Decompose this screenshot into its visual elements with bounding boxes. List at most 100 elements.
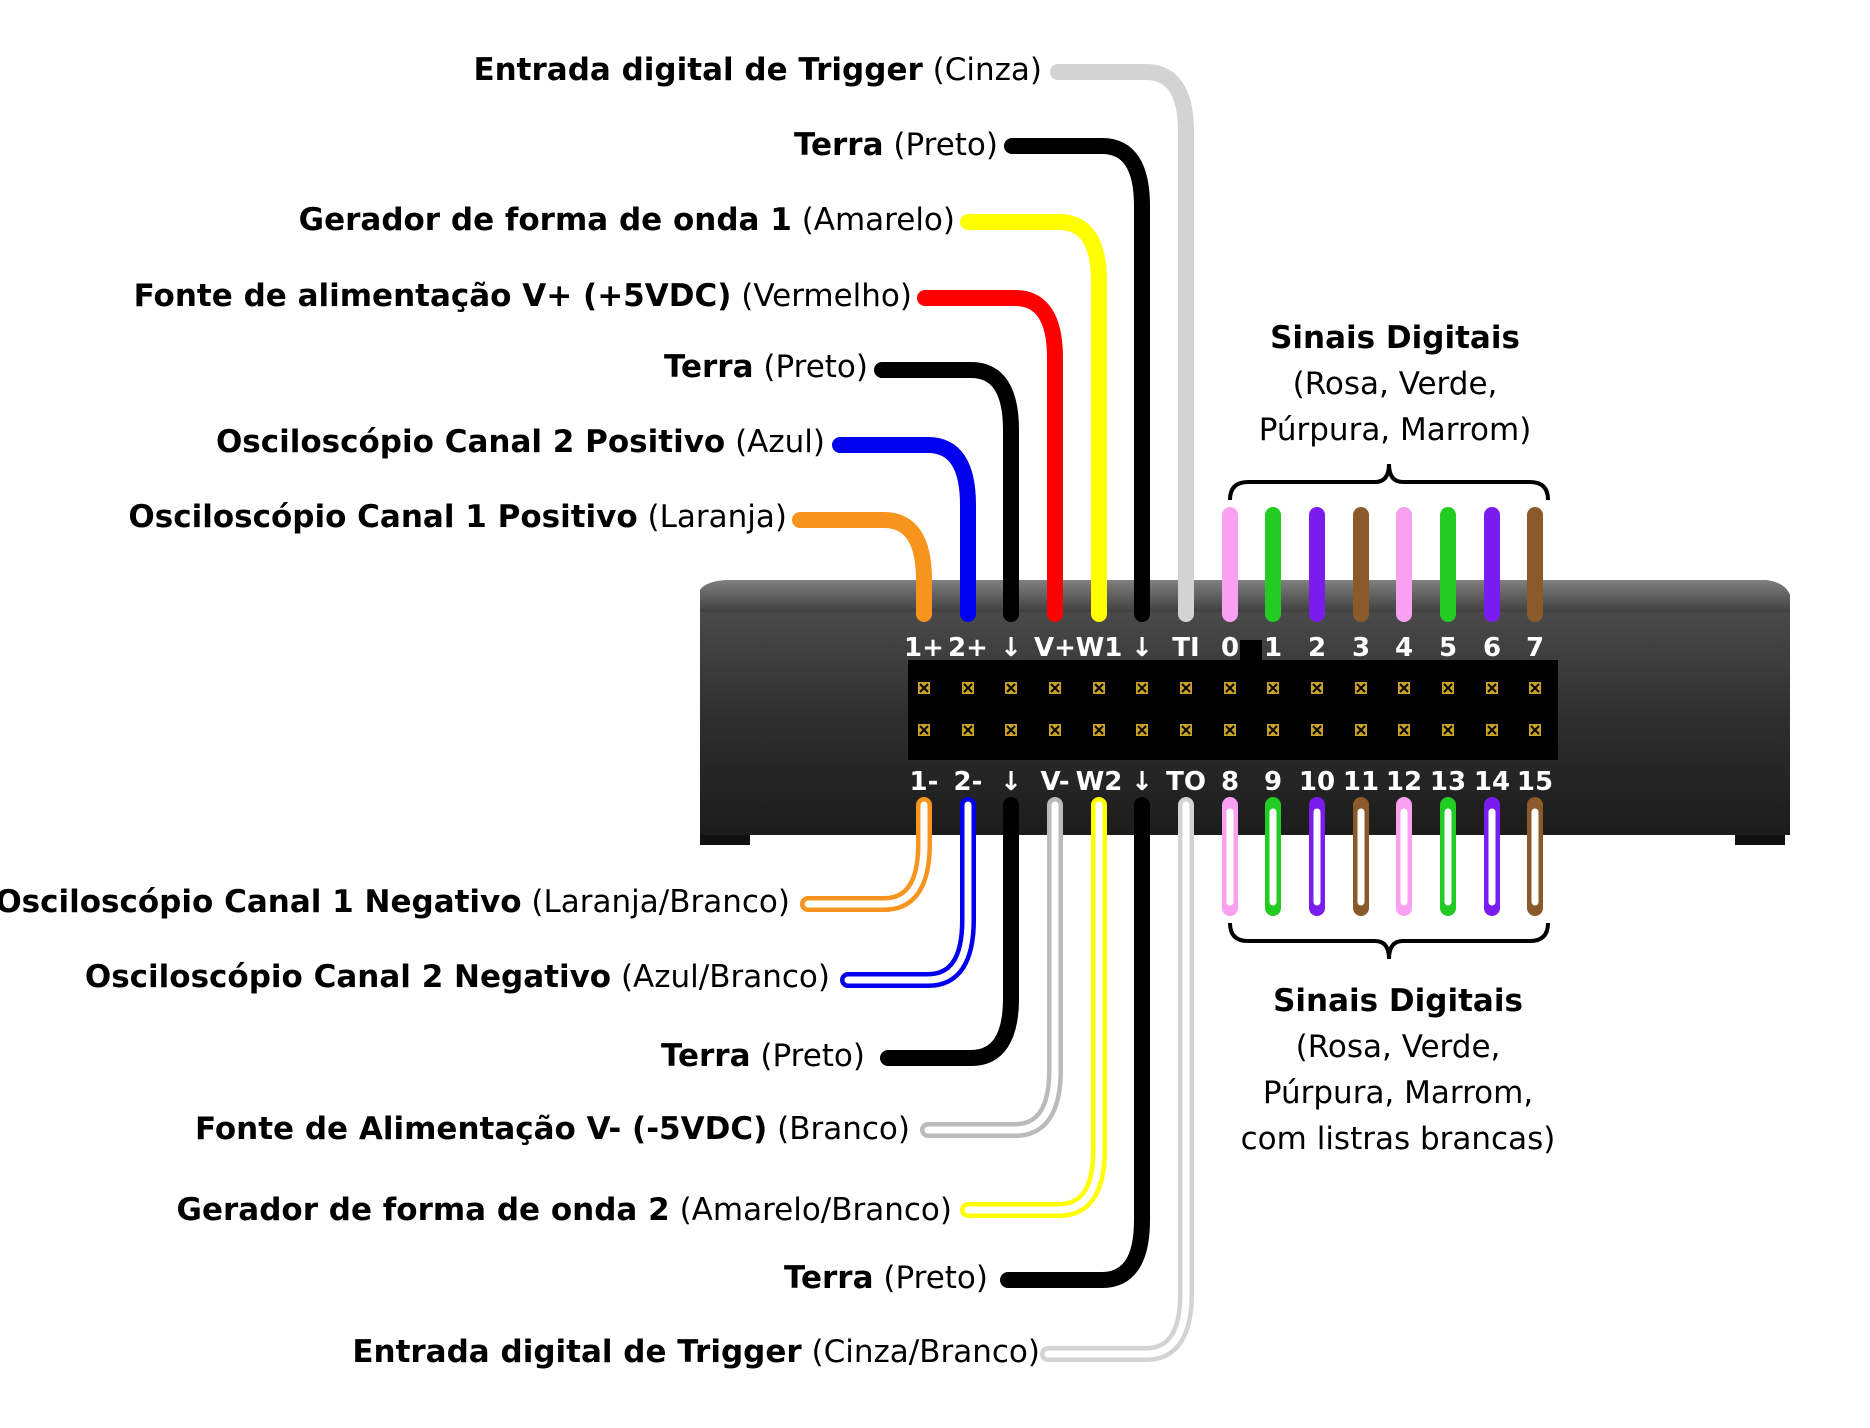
pin-label-bottom: W2 bbox=[1076, 767, 1123, 797]
pin-label-bottom: ↓ bbox=[1131, 767, 1153, 797]
wire-label: Osciloscópio Canal 2 Negativo (Azul/Bran… bbox=[85, 959, 830, 995]
pin-contact-mark bbox=[1006, 725, 1016, 735]
pin-contact-mark bbox=[919, 725, 929, 735]
pin-contact-mark bbox=[1268, 683, 1278, 693]
pin-contact-mark bbox=[1268, 725, 1278, 735]
digital-signals-bottom-caption: Sinais Digitais (Rosa, Verde, Púrpura, M… bbox=[1241, 983, 1556, 1157]
pin-label-bottom: 8 bbox=[1221, 767, 1239, 797]
wire-label: Osciloscópio Canal 1 Negativo (Laranja/B… bbox=[0, 884, 790, 920]
pin-contact-mark bbox=[1225, 683, 1235, 693]
wire-bottom-stripe bbox=[844, 801, 972, 984]
pin-contact-mark bbox=[919, 683, 929, 693]
wire-bottom-yellow bbox=[960, 797, 1107, 1218]
wire-label: Terra (Preto) bbox=[664, 349, 868, 385]
digital-title: Sinais Digitais bbox=[1270, 320, 1520, 356]
digital-title: Sinais Digitais bbox=[1273, 983, 1523, 1019]
pin-contact-mark bbox=[1443, 725, 1453, 735]
pin-label-bottom: 1- bbox=[910, 767, 939, 797]
digital-group-brackets bbox=[1228, 463, 1550, 960]
pin-header-block bbox=[908, 660, 1558, 760]
digital-caption-line: com listras brancas) bbox=[1241, 1121, 1556, 1157]
pin-contact-mark bbox=[1094, 683, 1104, 693]
pin-label-top: 2 bbox=[1308, 633, 1326, 663]
wire-bottom-stripe bbox=[924, 801, 1059, 1134]
pin-label-bottom: ↓ bbox=[1000, 767, 1022, 797]
pin-label-top: W1 bbox=[1076, 633, 1123, 663]
pin-contact-mark bbox=[1225, 725, 1235, 735]
pin-label-top: 6 bbox=[1483, 633, 1501, 663]
pin-label-top: 7 bbox=[1526, 633, 1544, 663]
pin-contact-mark bbox=[963, 725, 973, 735]
wire-label: Terra (Preto) bbox=[784, 1260, 988, 1296]
pin-contact-mark bbox=[1487, 725, 1497, 735]
wire-label: Osciloscópio Canal 1 Positivo (Laranja) bbox=[128, 499, 787, 535]
wire-label: Entrada digital de Trigger (Cinza) bbox=[473, 52, 1042, 88]
pin-label-bottom: V- bbox=[1040, 767, 1069, 797]
wire-top-black bbox=[1004, 138, 1150, 622]
pin-labels: 1+ 2+ ↓ V+ W1 ↓ TI 0 1 2 3 4 5 6 71- 2- ↓ V- W2 ↓ TO 8 9 10 11 12… bbox=[904, 633, 1553, 797]
digital-caption-line: Púrpura, Marrom, bbox=[1263, 1075, 1533, 1111]
pin-contact-mark bbox=[1181, 683, 1191, 693]
brace-top bbox=[1228, 463, 1550, 501]
pin-label-bottom: 10 bbox=[1299, 767, 1335, 797]
wire-top-blue bbox=[832, 437, 976, 622]
pin-label-top: V+ bbox=[1034, 633, 1076, 663]
wire-label: Osciloscópio Canal 2 Positivo (Azul) bbox=[216, 424, 825, 460]
wire-top-orange bbox=[792, 512, 932, 622]
digital-caption-line: Púrpura, Marrom) bbox=[1259, 412, 1532, 448]
pin-contact-mark bbox=[963, 683, 973, 693]
pin-label-top: 5 bbox=[1439, 633, 1457, 663]
pin-contact-mark bbox=[1399, 683, 1409, 693]
pin-label-top: 2+ bbox=[948, 633, 988, 663]
wire-bottom-stripe bbox=[1044, 801, 1190, 1358]
pin-label-bottom: 12 bbox=[1386, 767, 1422, 797]
pin-contact-mark bbox=[1356, 725, 1366, 735]
wire-top-gray bbox=[1050, 64, 1194, 622]
wire-bottom-stripe bbox=[964, 801, 1103, 1214]
pin-contact-mark bbox=[1006, 683, 1016, 693]
wire-bottom-black bbox=[1000, 797, 1150, 1288]
pin-label-bottom: TO bbox=[1166, 767, 1206, 797]
pin-label-top: 3 bbox=[1352, 633, 1370, 663]
pin-contact-mark bbox=[1181, 725, 1191, 735]
pin-contact-mark bbox=[1137, 683, 1147, 693]
pin-contact-mark bbox=[1312, 725, 1322, 735]
wire-bottom-stripe bbox=[804, 801, 928, 908]
pin-contact-mark bbox=[1443, 683, 1453, 693]
digital-caption-line: (Rosa, Verde, bbox=[1293, 366, 1498, 402]
wire-label: Terra (Preto) bbox=[661, 1038, 865, 1074]
pin-contact-mark bbox=[1530, 725, 1540, 735]
pin-header bbox=[908, 640, 1558, 760]
pin-contact-mark bbox=[1356, 683, 1366, 693]
top-wire-labels: Entrada digital de Trigger (Cinza) Terra… bbox=[128, 52, 1042, 535]
pin-contact-mark bbox=[1530, 683, 1540, 693]
wire-top-yellow bbox=[960, 214, 1107, 622]
wire-harness bbox=[792, 64, 1543, 1362]
pin-contact-mark bbox=[1312, 683, 1322, 693]
pin-contact-mark bbox=[1487, 683, 1497, 693]
pin-label-bottom: 13 bbox=[1430, 767, 1466, 797]
pin-label-top: ↓ bbox=[1000, 633, 1022, 663]
pin-label-bottom: 2- bbox=[954, 767, 983, 797]
wire-label: Gerador de forma de onda 1 (Amarelo) bbox=[299, 202, 955, 238]
wire-label: Fonte de Alimentação V- (-5VDC) (Branco) bbox=[195, 1111, 910, 1147]
pin-label-bottom: 15 bbox=[1517, 767, 1553, 797]
pin-label-top: 4 bbox=[1395, 633, 1413, 663]
wire-label: Entrada digital de Trigger (Cinza/Branco… bbox=[352, 1334, 1040, 1370]
brace-bottom bbox=[1228, 922, 1550, 960]
wire-label: Gerador de forma de onda 2 (Amarelo/Bran… bbox=[177, 1192, 952, 1228]
pin-header-key bbox=[1240, 640, 1262, 662]
pin-label-bottom: 14 bbox=[1474, 767, 1510, 797]
pin-contact-mark bbox=[1050, 725, 1060, 735]
pin-label-top: 0 bbox=[1221, 633, 1239, 663]
digital-signals-top-caption: Sinais Digitais (Rosa, Verde, Púrpura, M… bbox=[1259, 320, 1532, 448]
pin-label-top: ↓ bbox=[1131, 633, 1153, 663]
pin-label-top: TI bbox=[1172, 633, 1199, 663]
pin-contact-mark bbox=[1399, 725, 1409, 735]
pin-contact-mark bbox=[1050, 683, 1060, 693]
wire-bottom-black bbox=[880, 797, 1019, 1066]
pin-label-bottom: 11 bbox=[1343, 767, 1379, 797]
wire-label: Terra (Preto) bbox=[794, 127, 998, 163]
pin-label-top: 1+ bbox=[904, 633, 944, 663]
